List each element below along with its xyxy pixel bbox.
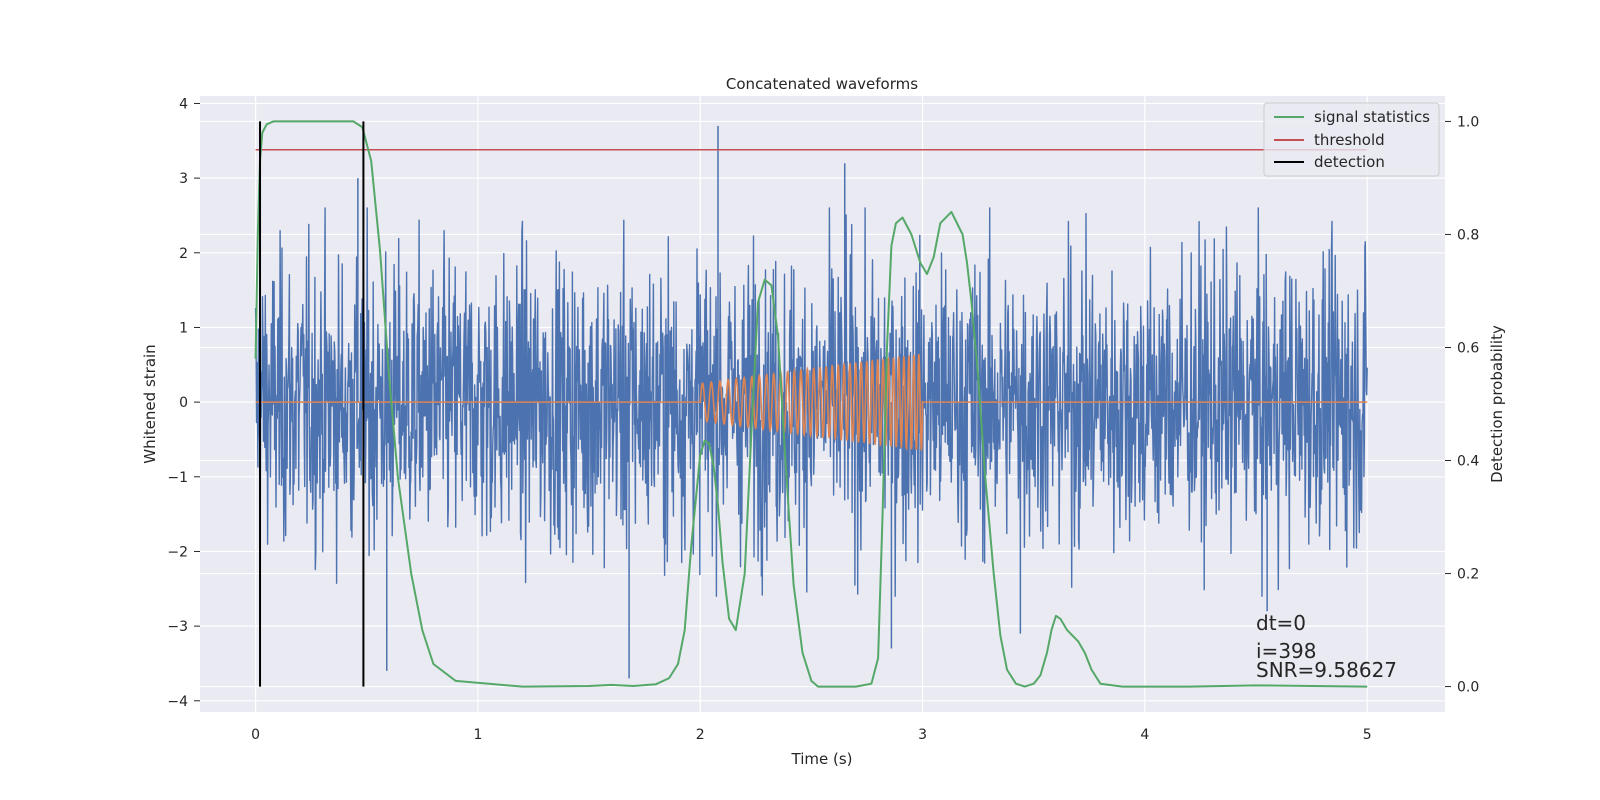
y-tick-label-4: 0	[179, 395, 188, 411]
y-tick-label-6: 2	[179, 246, 188, 262]
y2-tick-label-2: 0.4	[1457, 454, 1479, 470]
axis-ticks: 0 1 2 3 4 5 −4 −3 −2 −1 0 1 2 3 4 0.0 0.2 0.4 0.6 0.8 1.0	[167, 96, 1479, 743]
legend-label-threshold: threshold	[1314, 131, 1385, 149]
y2-tick-label-1: 0.2	[1457, 567, 1479, 583]
y2-tick-label-0: 0.0	[1457, 680, 1479, 696]
y-tick-label-2: −2	[167, 544, 188, 560]
annotation-snr: SNR=9.58627	[1256, 658, 1397, 682]
legend-label-signal-statistics: signal statistics	[1314, 108, 1430, 126]
y-tick-label-0: −4	[167, 694, 188, 710]
x-tick-label-2: 2	[696, 727, 705, 743]
y-tick-label-7: 3	[179, 171, 188, 187]
legend-box	[1263, 102, 1440, 177]
y-tick-label-3: −1	[167, 470, 188, 486]
strain-line	[254, 207, 1368, 597]
y2-axis-label: Detection probability	[1488, 325, 1506, 483]
x-axis-label: Time (s)	[791, 750, 853, 768]
y2-tick-label-4: 0.8	[1457, 227, 1479, 243]
annotation-dt: dt=0	[1256, 611, 1306, 635]
y2-tick-label-5: 1.0	[1457, 114, 1479, 130]
plot-series	[254, 120, 1368, 688]
x-tick-label-4: 4	[1140, 727, 1149, 743]
x-tick-label-0: 0	[251, 727, 260, 743]
legend: signal statistics threshold detection	[1263, 102, 1440, 177]
signal-statistics-line	[254, 120, 1368, 688]
y-tick-label-1: −3	[167, 619, 188, 635]
x-tick-label-5: 5	[1363, 727, 1372, 743]
injected-signal-line	[255, 353, 1368, 452]
chart-title: Concatenated waveforms	[726, 75, 918, 93]
x-tick-label-3: 3	[918, 727, 927, 743]
y-tick-label-5: 1	[179, 320, 188, 336]
y2-tick-label-3: 0.6	[1457, 340, 1479, 356]
annotation-i: i=398	[1256, 639, 1317, 663]
y-axis-label: Whitened strain	[141, 344, 159, 463]
x-tick-label-1: 1	[473, 727, 482, 743]
y-tick-label-8: 4	[179, 96, 188, 112]
legend-label-detection: detection	[1314, 153, 1385, 171]
